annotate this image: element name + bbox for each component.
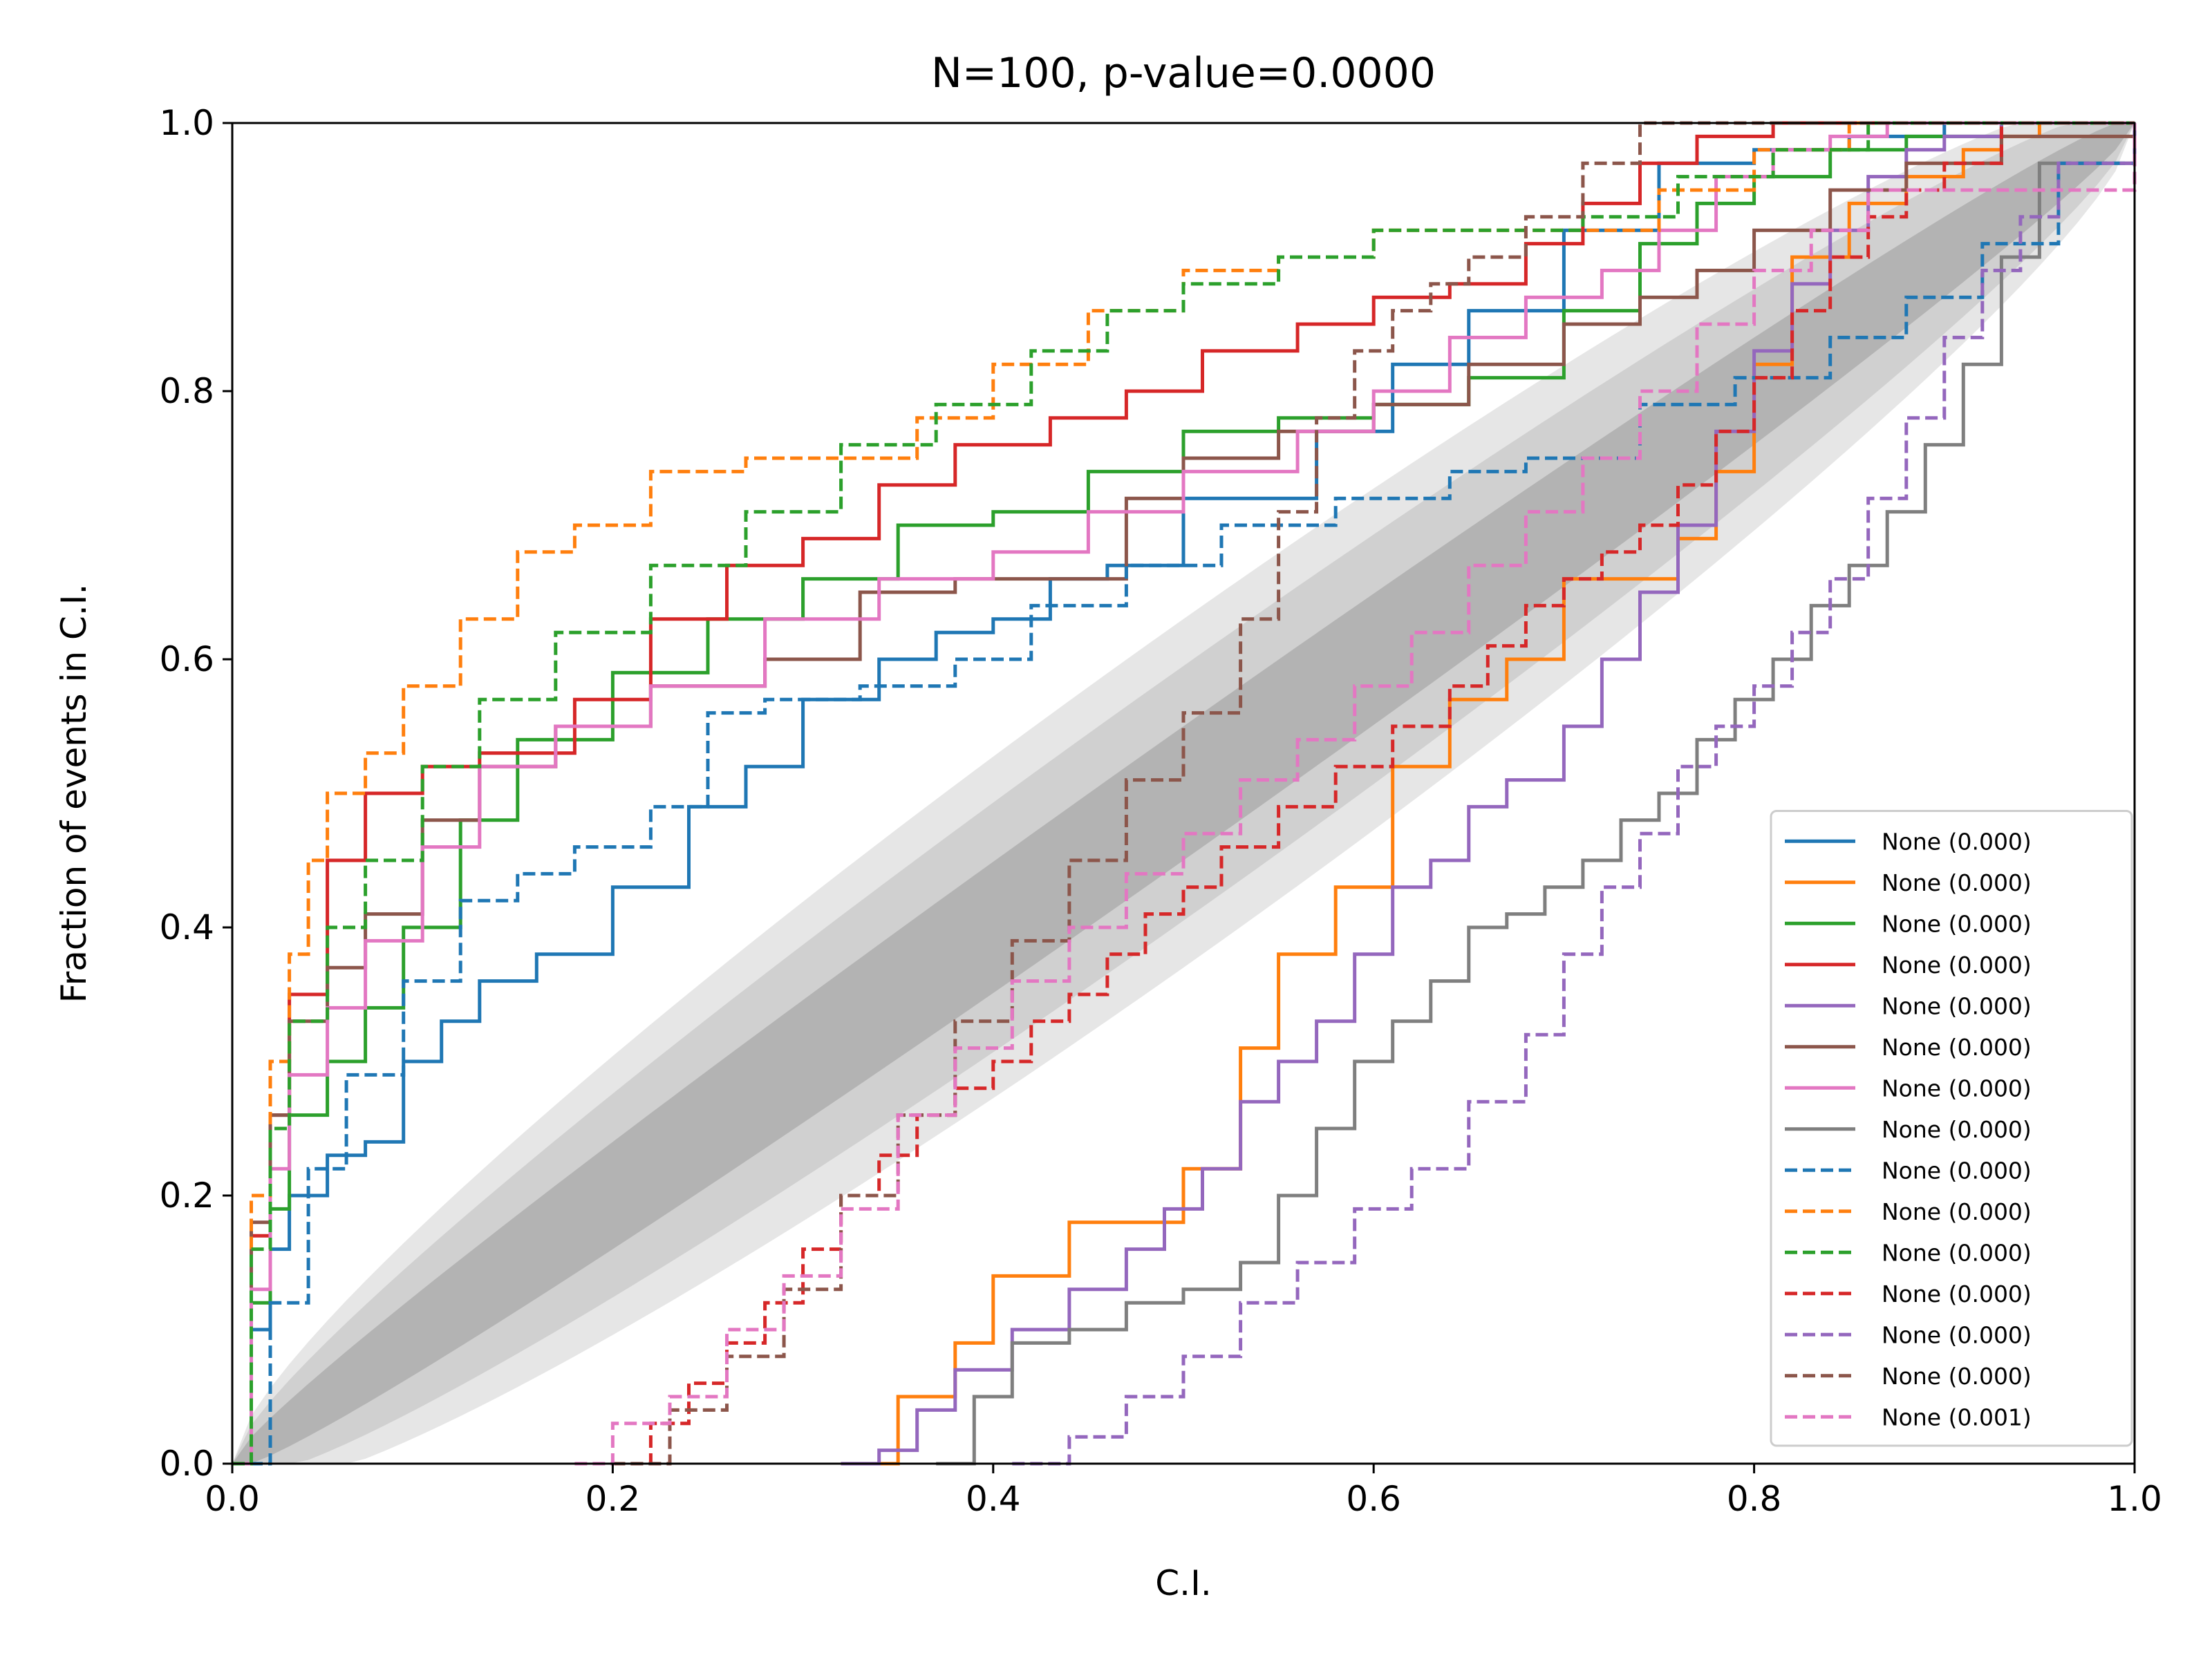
legend-label: None (0.000) xyxy=(1882,910,2032,937)
legend-box xyxy=(1770,810,2133,1447)
legend-label: None (0.000) xyxy=(1882,952,2032,979)
plot-frame xyxy=(231,122,2136,1465)
y-tick-label: 0.2 xyxy=(159,1175,214,1216)
legend-label: None (0.000) xyxy=(1882,1034,2032,1061)
series-line-3 xyxy=(232,121,2135,1466)
chart-title: N=100, p-value=0.0000 xyxy=(931,49,1436,97)
series-line-9 xyxy=(232,123,2137,1466)
legend: None (0.000) None (0.000) None (0.000) None… xyxy=(1770,810,2133,1447)
x-tick-label: 0.2 xyxy=(585,1479,641,1519)
legend-label: None (0.000) xyxy=(1882,1281,2032,1307)
legend-label: None (0.000) xyxy=(1882,869,2032,896)
legend-label: None (0.001) xyxy=(1882,1404,2032,1430)
y-tick-label: 0.6 xyxy=(159,639,214,679)
series-line-11 xyxy=(232,121,2135,1466)
legend-label: None (0.000) xyxy=(1882,1239,2032,1266)
y-tick-label: 0.0 xyxy=(159,1444,214,1484)
legend-label: None (0.000) xyxy=(1882,992,2032,1019)
confidence-band-3 xyxy=(232,123,2135,1464)
series-line-4 xyxy=(232,121,2135,1466)
legend-label: None (0.000) xyxy=(1882,1363,2032,1390)
x-tick-label: 0.0 xyxy=(205,1479,260,1519)
y-tick-label: 0.4 xyxy=(159,907,214,947)
y-axis-label: Fraction of events in C.I. xyxy=(54,584,94,1003)
series-line-7 xyxy=(232,121,2135,1466)
series-line-15 xyxy=(574,123,2137,1466)
x-axis-label: C.I. xyxy=(1155,1563,1211,1603)
x-tick-label: 0.4 xyxy=(966,1479,1021,1519)
y-tick-label: 1.0 xyxy=(159,103,214,143)
y-axis: 0.0 0.2 0.4 0.6 0.8 1.0 xyxy=(159,103,232,1484)
x-axis: 0.0 0.2 0.4 0.6 0.8 1.0 xyxy=(205,1464,2162,1519)
x-tick-label: 0.6 xyxy=(1346,1479,1401,1519)
legend-label: None (0.000) xyxy=(1882,1321,2032,1348)
y-tick-label: 0.8 xyxy=(159,371,214,411)
series-line-13 xyxy=(1012,123,2137,1466)
confidence-bands xyxy=(232,123,2135,1464)
legend-label: None (0.000) xyxy=(1882,1116,2032,1143)
legend-label: None (0.000) xyxy=(1882,1157,2032,1184)
legend-label: None (0.000) xyxy=(1882,828,2032,855)
legend-label: None (0.000) xyxy=(1882,1198,2032,1225)
series-line-8 xyxy=(936,123,2137,1466)
legend-label: None (0.000) xyxy=(1882,1075,2032,1102)
x-tick-label: 0.8 xyxy=(1727,1479,1782,1519)
series-lines xyxy=(232,121,2137,1466)
x-tick-label: 1.0 xyxy=(2107,1479,2162,1519)
series-line-6 xyxy=(232,123,2137,1466)
